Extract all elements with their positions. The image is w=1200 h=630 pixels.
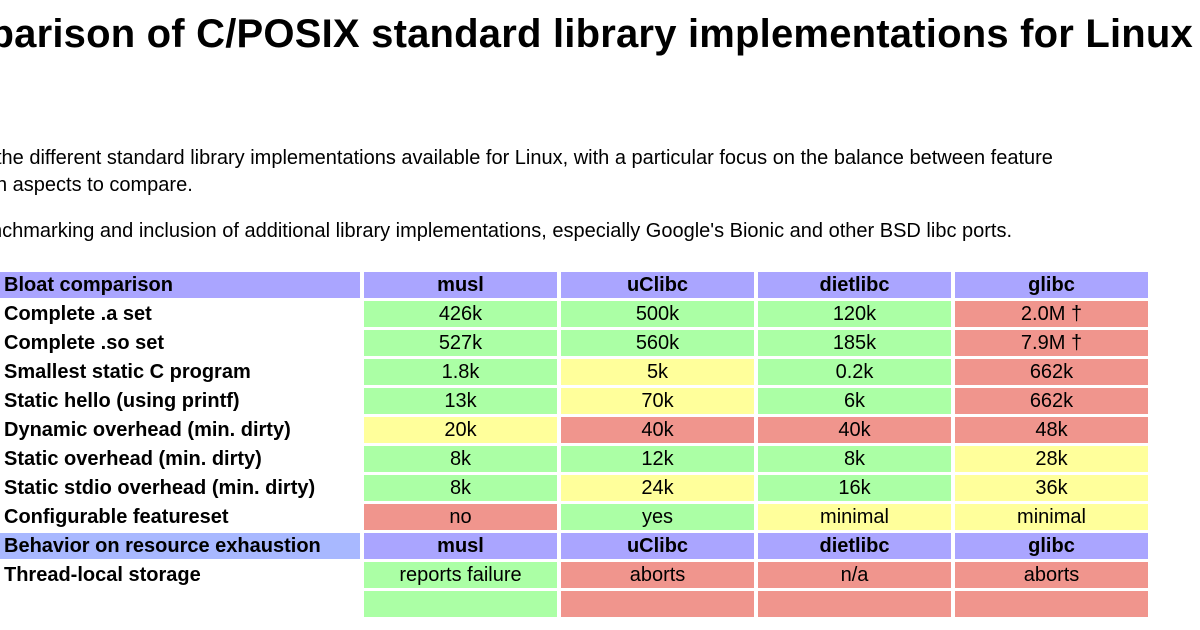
table-cell — [758, 591, 951, 617]
table-cell: 7.9M † — [955, 330, 1148, 356]
row-label: Smallest static C program — [4, 360, 251, 383]
table-cell: no — [364, 504, 557, 530]
row-label: Dynamic overhead (min. dirty) — [4, 418, 291, 441]
comparison-table: Bloat comparison musl uClibc dietlibc glibc C… — [0, 269, 1152, 620]
row-label: Static hello (using printf) — [4, 389, 240, 412]
column-header: musl — [364, 533, 557, 559]
table-cell: 120k — [758, 301, 951, 327]
table-cell: 2.0M † — [955, 301, 1148, 327]
table-row: Complete .a set 426k 500k 120k 2.0M † — [0, 301, 1148, 327]
table-cell: 48k — [955, 417, 1148, 443]
table-cell: 20k — [364, 417, 557, 443]
table-cell: 185k — [758, 330, 951, 356]
table-cell — [364, 591, 557, 617]
table-cell: 0.2k — [758, 359, 951, 385]
column-header: uClibc — [561, 272, 754, 298]
table-cell: 8k — [758, 446, 951, 472]
table-row: Dynamic overhead (min. dirty) 20k 40k 40k 48… — [0, 417, 1148, 443]
section-header-row: Behavior on resource exhaustion musl uClib… — [0, 533, 1148, 559]
table-cell — [955, 591, 1148, 617]
table-cell: reports failure — [364, 562, 557, 588]
table-cell: aborts — [955, 562, 1148, 588]
section-title: Bloat comparison — [0, 272, 360, 298]
table-cell: 13k — [364, 388, 557, 414]
table-cell: 426k — [364, 301, 557, 327]
table-cell: 70k — [561, 388, 754, 414]
table-cell: 28k — [955, 446, 1148, 472]
table-row: Static hello (using printf) 13k 70k 6k 662k — [0, 388, 1148, 414]
table-cell: 12k — [561, 446, 754, 472]
table-cell: 5k — [561, 359, 754, 385]
table-row: Complete .so set 527k 560k 185k 7.9M † — [0, 330, 1148, 356]
table-row: Static stdio overhead (min. dirty) 8k 24k 1… — [0, 475, 1148, 501]
column-header: dietlibc — [758, 272, 951, 298]
section-title: Behavior on resource exhaustion — [0, 533, 360, 559]
table-cell: 8k — [364, 446, 557, 472]
table-cell: 662k — [955, 359, 1148, 385]
column-header: glibc — [955, 533, 1148, 559]
row-label — [0, 591, 360, 617]
table-cell: 16k — [758, 475, 951, 501]
table-cell: 527k — [364, 330, 557, 356]
table-cell: 500k — [561, 301, 754, 327]
intro-line-2: n aspects to compare. — [0, 174, 193, 196]
column-header: glibc — [955, 272, 1148, 298]
row-label: Complete .so set — [4, 331, 165, 354]
row-label: Thread-local storage — [4, 563, 201, 586]
intro-line-1: the different standard library implement… — [0, 147, 1053, 169]
row-label: Complete .a set — [4, 302, 152, 325]
intro-paragraph: the different standard library implement… — [0, 145, 1053, 199]
table-row: Thread-local storage reports failure abort… — [0, 562, 1148, 588]
table-row: Static overhead (min. dirty) 8k 12k 8k 28k — [0, 446, 1148, 472]
table-cell: aborts — [561, 562, 754, 588]
table-cell: minimal — [758, 504, 951, 530]
row-label: Static overhead (min. dirty) — [4, 447, 262, 470]
column-header: musl — [364, 272, 557, 298]
table-cell: 1.8k — [364, 359, 557, 385]
table-cell — [561, 591, 754, 617]
table-cell: 6k — [758, 388, 951, 414]
table-cell: n/a — [758, 562, 951, 588]
table-row: Configurable featureset no yes minimal minim… — [0, 504, 1148, 530]
table-cell: yes — [561, 504, 754, 530]
column-header: uClibc — [561, 533, 754, 559]
column-header: dietlibc — [758, 533, 951, 559]
row-label: Static stdio overhead (min. dirty) — [4, 476, 316, 499]
benchmark-note: nchmarking and inclusion of additional l… — [0, 220, 1013, 242]
page-title: Comparison of C/POSIX standard library i… — [0, 12, 1193, 56]
table-cell: 8k — [364, 475, 557, 501]
table-row: Smallest static C program 1.8k 5k 0.2k 662k — [0, 359, 1148, 385]
table-cell: minimal — [955, 504, 1148, 530]
table-cell: 40k — [561, 417, 754, 443]
section-header-row: Bloat comparison musl uClibc dietlibc glibc — [0, 272, 1148, 298]
table-cell: 24k — [561, 475, 754, 501]
table-row — [0, 591, 1148, 617]
table-cell: 662k — [955, 388, 1148, 414]
table-cell: 560k — [561, 330, 754, 356]
row-label: Configurable featureset — [4, 505, 229, 528]
table-cell: 36k — [955, 475, 1148, 501]
table-cell: 40k — [758, 417, 951, 443]
